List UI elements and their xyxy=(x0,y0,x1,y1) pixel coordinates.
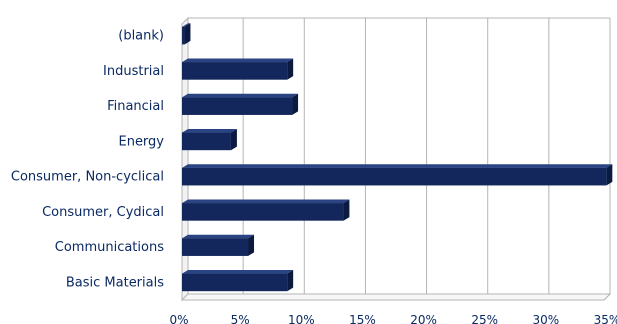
category-label: Basic Materials xyxy=(66,275,164,290)
bar-front xyxy=(182,97,293,115)
bar-end xyxy=(292,93,299,115)
bar xyxy=(182,93,299,115)
bar-end xyxy=(248,234,255,256)
bar xyxy=(182,164,613,186)
bar-end xyxy=(287,269,294,292)
category-label: Energy xyxy=(118,134,164,149)
x-tick-label: 5% xyxy=(231,313,250,324)
bar-end xyxy=(287,58,294,80)
bar xyxy=(182,23,191,45)
bar xyxy=(182,269,294,292)
category-label: Financial xyxy=(107,99,164,114)
x-tick-label: 0% xyxy=(169,313,188,324)
floor xyxy=(180,293,612,301)
bar xyxy=(182,58,294,80)
x-tick-label: 30% xyxy=(533,313,560,324)
bar-top xyxy=(182,199,350,204)
category-label: Communications xyxy=(55,240,164,255)
bar-front xyxy=(182,273,288,292)
bar-end xyxy=(230,128,237,151)
x-tick-label: 35% xyxy=(594,313,617,324)
bar-front xyxy=(182,132,231,151)
bar-top xyxy=(182,93,299,98)
x-tick-label: 20% xyxy=(410,313,437,324)
bar xyxy=(182,128,237,151)
category-label: Industrial xyxy=(103,64,164,79)
x-tick-label: 15% xyxy=(349,313,376,324)
bar-top xyxy=(182,269,294,274)
bar-top xyxy=(182,234,255,239)
x-tick-label: 10% xyxy=(288,313,315,324)
bar-front xyxy=(182,238,249,256)
category-labels: (blank) Industrial Financial Energy Consumer… xyxy=(11,29,164,291)
bar-top xyxy=(182,128,237,133)
bar xyxy=(182,234,255,256)
bar-top xyxy=(182,58,294,63)
x-tick-labels: 0% 5% 10% 15% 20% 25% 30% 35% xyxy=(169,313,617,324)
category-label: Consumer, Cydical xyxy=(42,205,164,220)
bar-top xyxy=(182,164,613,168)
bar xyxy=(182,199,350,221)
bar-top xyxy=(182,23,191,27)
bar-front xyxy=(182,62,288,80)
bars xyxy=(182,23,613,292)
bar-end xyxy=(343,199,350,221)
bar-end xyxy=(606,164,613,186)
bar-end xyxy=(184,23,191,45)
x-tick-label: 25% xyxy=(471,313,498,324)
bar-front xyxy=(182,167,607,186)
category-label: (blank) xyxy=(118,29,164,44)
category-label: Consumer, Non-cyclical xyxy=(11,170,164,185)
bar-front xyxy=(182,203,344,221)
bar-front xyxy=(182,26,185,45)
